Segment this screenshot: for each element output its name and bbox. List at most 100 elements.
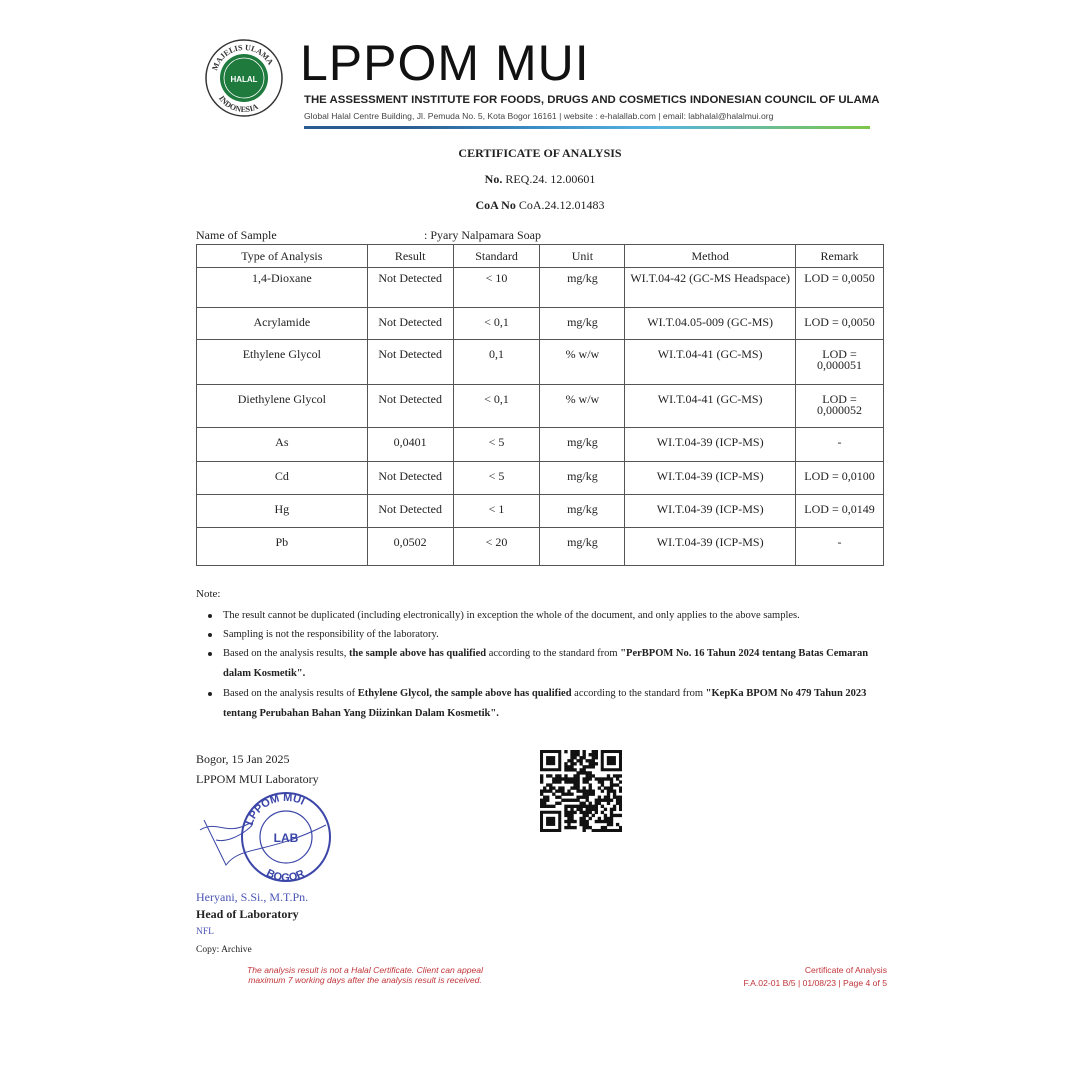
req-label: No. xyxy=(484,172,503,186)
table-cell: - xyxy=(795,527,884,566)
lab-stamp-signature: LPPOM MUI BOGOR LAB xyxy=(199,792,331,884)
table-cell: Not Detected xyxy=(366,307,454,340)
table-cell: Cd xyxy=(196,461,368,495)
table-cell: mg/kg xyxy=(539,527,626,566)
table-cell: LOD = 0,000052 xyxy=(795,384,884,428)
doc-title: Certificate of Analysis xyxy=(804,965,887,975)
table-cell: < 20 xyxy=(452,527,541,566)
column-header: Remark xyxy=(795,244,884,268)
note-text: Based on the analysis results, the sampl… xyxy=(223,644,883,684)
disclaimer: The analysis result is not a Halal Certi… xyxy=(230,965,500,985)
table-cell: - xyxy=(795,427,884,462)
header-divider xyxy=(304,126,870,129)
note-text: Based on the analysis results of Ethylen… xyxy=(223,684,893,724)
copy-note: Copy: Archive xyxy=(196,945,252,955)
table-row: Acrylamide Not Detected < 0,1 mg/kg WI.T.04.… xyxy=(196,307,884,340)
sample-value: : Pyary Nalpamara Soap xyxy=(424,228,541,242)
place-date: Bogor, 15 Jan 2025 xyxy=(196,752,290,766)
note-text-part: according to the standard from xyxy=(571,688,706,699)
disclaimer-line: The analysis result is not a Halal Certi… xyxy=(247,965,483,975)
sample-label: Name of Sample xyxy=(196,228,277,242)
svg-text:HALAL: HALAL xyxy=(230,75,257,84)
table-cell: WI.T.04-39 (ICP-MS) xyxy=(624,427,797,462)
table-cell: WI.T.04-39 (ICP-MS) xyxy=(624,527,797,566)
mui-logo: HALAL MAJELIS ULAMA INDONESIA xyxy=(205,39,283,117)
table-row: Pb 0,0502 < 20 mg/kg WI.T.04-39 (ICP-MS) - xyxy=(196,527,884,566)
table-row: Hg Not Detected < 1 mg/kg WI.T.04-39 (ICP-MS… xyxy=(196,494,884,528)
signatory-position: Head of Laboratory xyxy=(196,907,299,921)
table-cell: WI.T.04-42 (GC-MS Headspace) xyxy=(624,267,797,308)
req-value: REQ.24. 12.00601 xyxy=(505,172,596,186)
table-cell: WI.T.04.05-009 (GC-MS) xyxy=(624,307,797,340)
signatory-name: Heryani, S.Si., M.T.Pn. xyxy=(196,890,309,904)
table-cell: mg/kg xyxy=(539,494,626,528)
note-text: The result cannot be duplicated (includi… xyxy=(223,610,800,621)
column-header: Standard xyxy=(452,244,541,268)
institute-address: Global Halal Centre Building, Jl. Pemuda… xyxy=(304,111,774,121)
initials: NFL xyxy=(196,927,214,937)
table-cell: < 5 xyxy=(452,427,541,462)
column-header: Method xyxy=(624,244,797,268)
note-item: Based on the analysis results of Ethylen… xyxy=(208,684,888,724)
table-cell: mg/kg xyxy=(539,427,626,462)
note-text-part: Based on the analysis results of xyxy=(223,688,358,699)
doc-ref: F.A.02-01 B/5 | 01/08/23 | Page 4 of 5 xyxy=(743,978,888,988)
table-cell: 1,4-Dioxane xyxy=(196,267,368,308)
table-cell: Not Detected xyxy=(366,339,454,385)
table-cell: Hg xyxy=(196,494,368,528)
note-text-bold: Ethylene Glycol, the sample above has qu… xyxy=(357,688,572,699)
coa-number: CoA No CoA.24.12.01483 xyxy=(0,198,1080,213)
lab-name: LPPOM MUI Laboratory xyxy=(196,772,319,786)
institute-name: THE ASSESSMENT INSTITUTE FOR FOODS, DRUG… xyxy=(304,94,880,106)
note-text-bold: the sample above has qualified xyxy=(348,648,487,659)
table-cell: Not Detected xyxy=(366,494,454,528)
svg-text:LAB: LAB xyxy=(274,831,299,845)
table-cell: mg/kg xyxy=(539,267,626,308)
table-cell: LOD = 0,0149 xyxy=(795,494,884,528)
brand-name: LPPOM MUI xyxy=(300,35,590,91)
table-cell: LOD = 0,000051 xyxy=(795,339,884,385)
table-cell: mg/kg xyxy=(539,461,626,495)
disclaimer-line: maximum 7 working days after the analysi… xyxy=(248,975,482,985)
table-cell: LOD = 0,0050 xyxy=(795,267,884,308)
table-cell: LOD = 0,0050 xyxy=(795,307,884,340)
table-cell: mg/kg xyxy=(539,307,626,340)
table-cell: Acrylamide xyxy=(196,307,368,340)
table-row: Ethylene Glycol Not Detected 0,1% w/w WI.T.… xyxy=(196,339,884,385)
qr-code xyxy=(540,750,622,832)
table-cell: < 0,1 xyxy=(452,307,541,340)
note-item: The result cannot be duplicated (includi… xyxy=(208,606,888,626)
table-cell: Pb xyxy=(196,527,368,566)
table-cell: < 1 xyxy=(452,494,541,528)
note-text-part: according to the standard from xyxy=(486,648,621,659)
table-cell: < 5 xyxy=(452,461,541,495)
table-cell: WI.T.04-39 (ICP-MS) xyxy=(624,494,797,528)
table-row: Cd Not Detected < 5 mg/kg WI.T.04-39 (ICP-MS… xyxy=(196,461,884,495)
table-cell: Not Detected xyxy=(366,384,454,428)
note-text: Sampling is not the responsibility of th… xyxy=(223,629,439,640)
analysis-table: Type of Analysis Result Standard Unit Method… xyxy=(196,244,884,566)
coa-label: CoA No xyxy=(475,198,516,212)
table-cell: LOD = 0,0100 xyxy=(795,461,884,495)
table-cell: WI.T.04-41 (GC-MS) xyxy=(624,384,797,428)
request-number: No. REQ.24. 12.00601 xyxy=(0,172,1080,187)
table-cell: 0,0502 xyxy=(366,527,454,566)
coa-value: CoA.24.12.01483 xyxy=(518,198,605,212)
table-cell: Not Detected xyxy=(366,461,454,495)
note-text-bold: "KepKa BPOM No 479 Tahun 2023 tentang Pe… xyxy=(223,688,867,719)
table-cell: 0,1 xyxy=(452,339,541,385)
column-header: Result xyxy=(366,244,454,268)
document-title: CERTIFICATE OF ANALYSIS xyxy=(458,146,622,160)
table-cell: % w/w xyxy=(539,339,626,385)
table-cell: < 0,1 xyxy=(452,384,541,428)
document-reference: Certificate of Analysis F.A.02-01 B/5 | … xyxy=(744,965,888,988)
note-label: Note: xyxy=(196,588,221,600)
svg-text:BOGOR: BOGOR xyxy=(264,867,306,884)
table-cell: WI.T.04-39 (ICP-MS) xyxy=(624,461,797,495)
note-text-part: Based on the analysis results, xyxy=(223,648,349,659)
table-row: As 0,0401 < 5 mg/kg WI.T.04-39 (ICP-MS) - xyxy=(196,427,884,462)
table-cell: % w/w xyxy=(539,384,626,428)
table-cell: 0,0401 xyxy=(366,427,454,462)
table-cell: Diethylene Glycol xyxy=(196,384,368,428)
